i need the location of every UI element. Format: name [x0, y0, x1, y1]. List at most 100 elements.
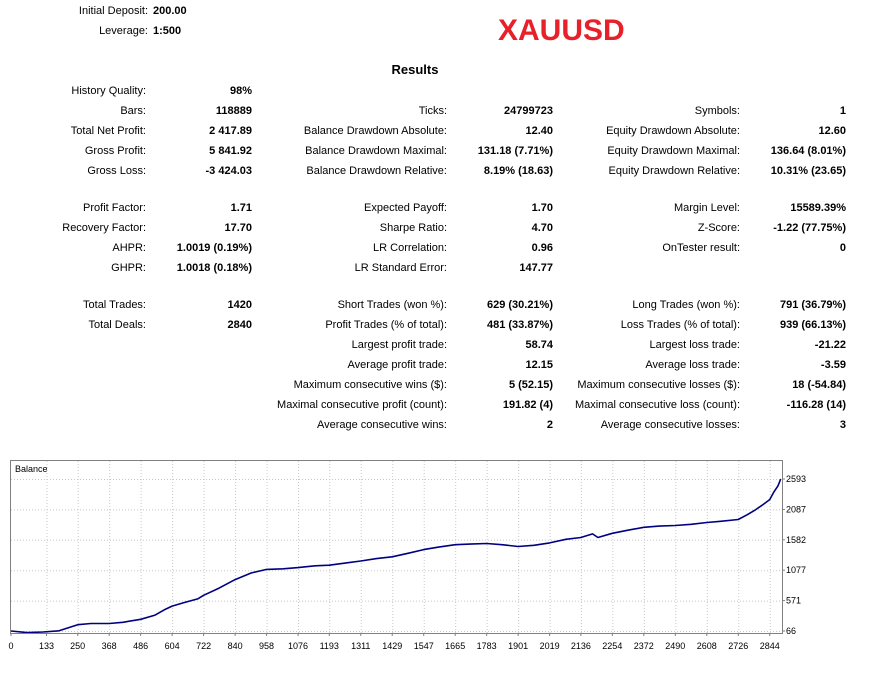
stat-value: -3.59: [820, 359, 846, 371]
stat-value: 58.74: [525, 339, 553, 351]
x-tick-label: 1665: [445, 641, 465, 651]
stat-label: Long Trades (won %):: [632, 299, 740, 311]
x-tick-label: 2608: [697, 641, 717, 651]
stat-value: 24799723: [504, 105, 553, 117]
stat-value: 10.31% (23.65): [770, 165, 846, 177]
stat-label: Ticks:: [418, 105, 447, 117]
stat-value: 2 417.89: [209, 125, 252, 137]
y-tick-label: 66: [786, 626, 796, 636]
stat-label: Total Net Profit:: [70, 125, 146, 137]
stat-label: Largest loss trade:: [649, 339, 741, 351]
stat-value: 1.70: [531, 202, 553, 214]
x-tick-label: 486: [133, 641, 148, 651]
stat-value: 0.96: [531, 242, 553, 254]
stat-label: Profit Trades (% of total):: [325, 319, 447, 331]
stat-label: Gross Loss:: [87, 165, 146, 177]
stat-value: 1420: [227, 299, 252, 311]
stat-value: 939 (66.13%): [779, 319, 846, 331]
stat-label: Margin Level:: [673, 202, 740, 214]
stat-label: Balance Drawdown Maximal:: [305, 145, 447, 157]
stat-value: 629 (30.21%): [486, 299, 553, 311]
initial-deposit-label: Initial Deposit:: [78, 5, 148, 17]
stat-label: Recovery Factor:: [62, 222, 146, 234]
stat-label: Symbols:: [694, 105, 740, 117]
stat-value: 191.82 (4): [502, 399, 553, 411]
stat-label: Balance Drawdown Absolute:: [303, 125, 447, 137]
stat-value: 481 (33.87%): [486, 319, 553, 331]
stat-label: Equity Drawdown Maximal:: [607, 145, 740, 157]
initial-deposit-value: 200.00: [153, 5, 187, 17]
stat-label: Expected Payoff:: [364, 202, 447, 214]
y-tick-label: 2087: [786, 504, 806, 514]
stat-value: 2: [546, 419, 553, 431]
results-title: Results: [391, 62, 439, 77]
stat-value: 1: [839, 105, 846, 117]
x-tick-label: 1429: [382, 641, 402, 651]
stat-label: Sharpe Ratio:: [379, 222, 447, 234]
stat-label: OnTester result:: [662, 242, 740, 254]
stat-value: -21.22: [814, 339, 846, 351]
stat-label: Equity Drawdown Absolute:: [606, 125, 740, 137]
x-tick-label: 1193: [320, 641, 339, 651]
x-tick-label: 958: [259, 641, 274, 651]
stat-value: 131.18 (7.71%): [477, 145, 553, 157]
stat-value: 12.60: [818, 125, 846, 137]
stat-label: Profit Factor:: [83, 202, 146, 214]
stat-label: Average loss trade:: [645, 359, 740, 371]
x-tick-label: 2019: [540, 641, 560, 651]
stat-value: 1.0019 (0.19%): [176, 242, 252, 254]
stat-label: LR Correlation:: [373, 242, 447, 254]
x-tick-label: 2844: [760, 641, 780, 651]
leverage-value: 1:500: [153, 25, 182, 37]
stat-value: -3 424.03: [205, 165, 252, 177]
stat-value: 12.15: [525, 359, 553, 371]
stat-value: -1.22 (77.75%): [773, 222, 846, 234]
stat-label: History Quality:: [71, 85, 146, 97]
x-tick-label: 133: [39, 641, 54, 651]
stat-label: Short Trades (won %):: [337, 299, 447, 311]
stat-value: 98%: [229, 85, 252, 97]
stat-value: 3: [839, 419, 846, 431]
x-tick-label: 0: [8, 641, 13, 651]
stat-label: Maximum consecutive wins ($):: [293, 379, 447, 391]
x-tick-label: 2372: [634, 641, 654, 651]
balance-chart: Balance: [10, 460, 783, 634]
x-tick-label: 2490: [665, 641, 685, 651]
stat-label: AHPR:: [112, 242, 146, 254]
stat-value: 5 841.92: [209, 145, 252, 157]
stat-label: Bars:: [120, 105, 146, 117]
x-tick-label: 604: [165, 641, 180, 651]
stat-value: 4.70: [531, 222, 553, 234]
stat-label: Total Trades:: [83, 299, 146, 311]
stat-value: 118889: [215, 105, 252, 117]
y-tick-label: 571: [786, 596, 801, 606]
y-tick-label: 2593: [786, 474, 806, 484]
stat-label: Largest profit trade:: [351, 339, 447, 351]
leverage-label: Leverage:: [99, 25, 148, 37]
x-tick-label: 1783: [477, 641, 497, 651]
stat-label: Balance Drawdown Relative:: [306, 165, 447, 177]
x-tick-label: 1311: [351, 641, 370, 651]
stat-value: 5 (52.15): [508, 379, 553, 391]
stat-label: Average consecutive losses:: [600, 419, 740, 431]
stat-label: GHPR:: [111, 262, 146, 274]
stat-label: LR Standard Error:: [354, 262, 447, 274]
x-tick-label: 840: [228, 641, 243, 651]
stat-value: 147.77: [519, 262, 553, 274]
balance-chart-svg: Balance: [11, 461, 782, 633]
stat-value: 18 (-54.84): [792, 379, 846, 391]
stat-label: Loss Trades (% of total):: [620, 319, 740, 331]
stat-value: 791 (36.79%): [779, 299, 846, 311]
stat-value: 1.71: [230, 202, 252, 214]
stat-label: Maximum consecutive losses ($):: [577, 379, 740, 391]
stat-value: 17.70: [224, 222, 252, 234]
stat-value: 15589.39%: [790, 202, 846, 214]
x-tick-label: 250: [70, 641, 85, 651]
stat-label: Equity Drawdown Relative:: [608, 165, 740, 177]
x-tick-label: 2254: [602, 641, 622, 651]
stat-value: 0: [839, 242, 846, 254]
stat-value: 12.40: [525, 125, 553, 137]
y-tick-label: 1582: [786, 535, 806, 545]
chart-title: Balance: [15, 464, 48, 474]
x-tick-label: 2726: [728, 641, 748, 651]
